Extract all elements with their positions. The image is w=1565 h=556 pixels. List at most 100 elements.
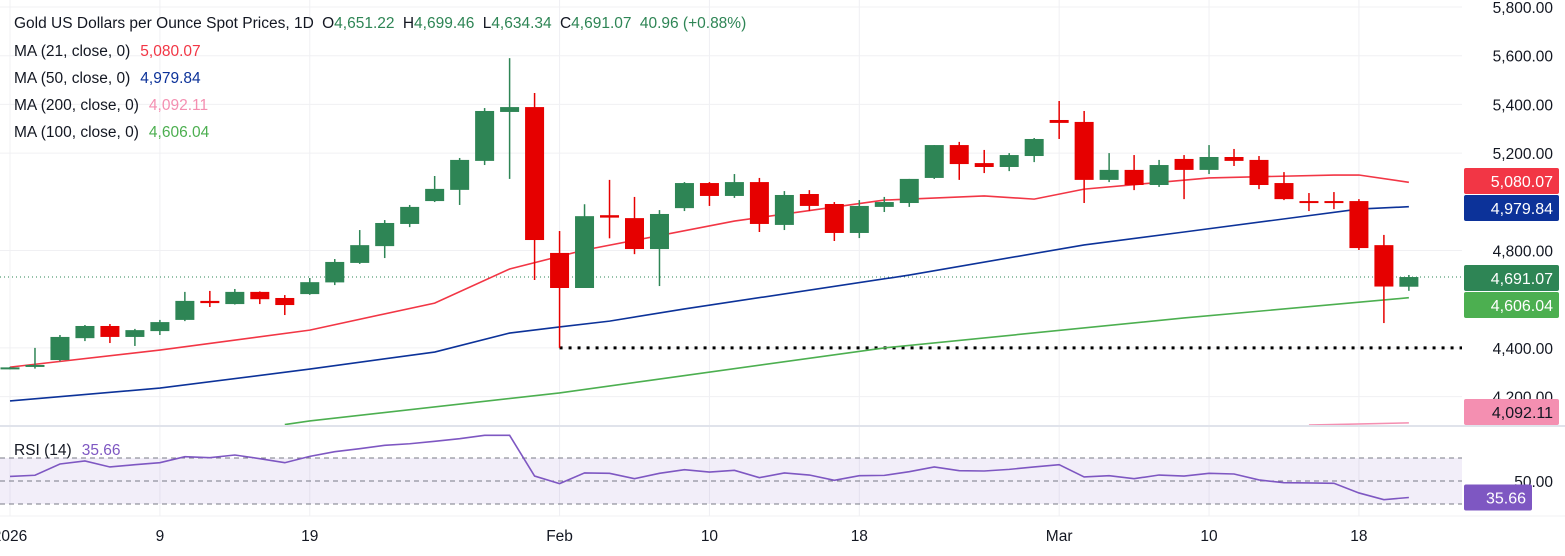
legend-ma21[interactable]: MA (21, close, 0) 5,080.07 (14, 43, 205, 61)
legend-rsi[interactable]: RSI (14) 35.66 (14, 442, 125, 460)
candle-body (699, 183, 719, 196)
rsi-value-tag: 35.66 (1464, 484, 1532, 511)
legend-ma200[interactable]: MA (200, close, 0) 4,092.11 (14, 97, 212, 115)
candle-body (749, 182, 769, 224)
price-pane (0, 58, 1462, 426)
price-axis-label: 5,400.00 (1493, 97, 1554, 114)
candle-body (949, 145, 969, 165)
price-tag-bg (1464, 399, 1559, 425)
candle-body (350, 245, 370, 263)
candle-body (600, 215, 620, 218)
ma50-label: MA (50, close, 0) (14, 70, 131, 87)
ma-line-3 (1308, 422, 1409, 426)
ma-line-2 (284, 296, 1409, 426)
candle-body (1099, 169, 1119, 180)
candle-body (475, 110, 495, 161)
candle-2026-02-23 (924, 145, 944, 179)
candle-2026-03-11 (1224, 148, 1244, 167)
candle-body (125, 330, 145, 337)
candle-body (325, 261, 345, 283)
close-label: C (559, 15, 572, 32)
candle-2026-01-28 (475, 108, 495, 166)
price-axis-label: 5,200.00 (1493, 146, 1554, 163)
candle-2026-02-04 (600, 179, 620, 239)
candle-2026-02-11 (724, 174, 744, 198)
candle-body (400, 206, 420, 224)
price-axis-label: 4,400.00 (1493, 341, 1554, 358)
rsi-label: RSI (14) (14, 442, 72, 459)
candle-body (200, 300, 220, 304)
candle-body (525, 107, 545, 241)
candle-2026-01-26 (425, 175, 445, 203)
candle-2026-03-10 (1199, 145, 1219, 175)
candle-2026-01-06 (75, 325, 95, 342)
price-axis-label: 5,800.00 (1493, 0, 1554, 17)
time-axis-label: Mar (1046, 528, 1073, 545)
candle-2026-03-17 (1324, 192, 1344, 210)
candle-body (1074, 121, 1094, 180)
candle-2026-01-27 (450, 157, 470, 205)
candle-2026-02-10 (699, 182, 719, 206)
candle-2026-02-02 (550, 231, 570, 348)
candle-2026-02-19 (874, 196, 894, 213)
price-tag-text: 4,092.11 (1492, 405, 1553, 422)
price-axis-label: 4,800.00 (1493, 244, 1554, 261)
candle-body (50, 336, 70, 361)
ma100-value: 4,606.04 (148, 124, 210, 141)
candle-body (849, 205, 869, 233)
legend-ma100[interactable]: MA (100, close, 0) 4,606.04 (14, 124, 213, 142)
candle-2026-01-01 (0, 366, 20, 370)
candle-2026-03-20 (1399, 274, 1419, 291)
candle-2026-01-15 (250, 291, 270, 305)
candle-body (1174, 158, 1194, 170)
candle-2026-02-24 (949, 141, 969, 180)
ma50-value: 4,979.84 (140, 70, 201, 87)
candle-2026-01-14 (225, 288, 245, 305)
candle-body (649, 213, 669, 250)
candle-body (175, 300, 195, 320)
rsi-tag-text: 35.66 (1486, 490, 1526, 507)
legend-ma50[interactable]: MA (50, close, 0) 4,979.84 (14, 70, 205, 88)
symbol-legend[interactable]: Gold US Dollars per Ounce Spot Prices, 1… (14, 15, 750, 33)
candle-2026-01-16 (275, 295, 295, 316)
ma21-label: MA (21, close, 0) (14, 43, 131, 60)
candle-body (1249, 159, 1269, 185)
candle-2026-03-09 (1174, 155, 1194, 200)
candle-body (0, 367, 20, 370)
candle-body (924, 145, 944, 178)
candle-2026-02-26 (999, 153, 1019, 172)
candle-2026-01-05 (50, 334, 70, 362)
grid (0, 0, 1462, 516)
price-tag-bg (1464, 195, 1559, 221)
high-label: H (402, 15, 415, 32)
open-value: 4,651.22 (334, 15, 395, 32)
candle-2026-01-13 (200, 290, 220, 307)
open-label: O (322, 15, 335, 32)
candle-body (300, 282, 320, 295)
ma-line-1 (9, 205, 1409, 402)
close-value: 4,691.07 (571, 15, 632, 32)
price-axis[interactable]: 5,800.00 5,600.00 5,400.00 5,200.00 4,800.00… (1493, 0, 1554, 491)
candle-body (25, 364, 45, 367)
change-value: 40.96 (+0.88%) (639, 15, 747, 32)
high-value: 4,699.46 (414, 15, 475, 32)
candle-body (75, 325, 95, 339)
candle-body (225, 291, 245, 305)
candle-body (774, 194, 794, 225)
time-axis[interactable]: 2026 9 19 Feb 10 18 Mar 10 18 (0, 528, 1368, 545)
candle-2026-03-16 (1299, 193, 1319, 212)
ma100-label: MA (100, close, 0) (14, 124, 139, 141)
candle-2026-02-09 (674, 182, 694, 212)
candle-body (1199, 156, 1219, 170)
price-tag-bg (1464, 265, 1559, 291)
price-tag-text: 4,979.84 (1491, 201, 1553, 218)
candle-2026-01-30 (525, 92, 545, 280)
candle-2026-02-06 (649, 210, 669, 287)
candle-2026-02-20 (899, 178, 919, 207)
ma200-value: 4,092.11 (148, 97, 209, 114)
candle-body (974, 163, 994, 167)
candle-body (674, 183, 694, 209)
candle-body (500, 107, 520, 112)
candle-2026-01-20 (325, 259, 345, 286)
